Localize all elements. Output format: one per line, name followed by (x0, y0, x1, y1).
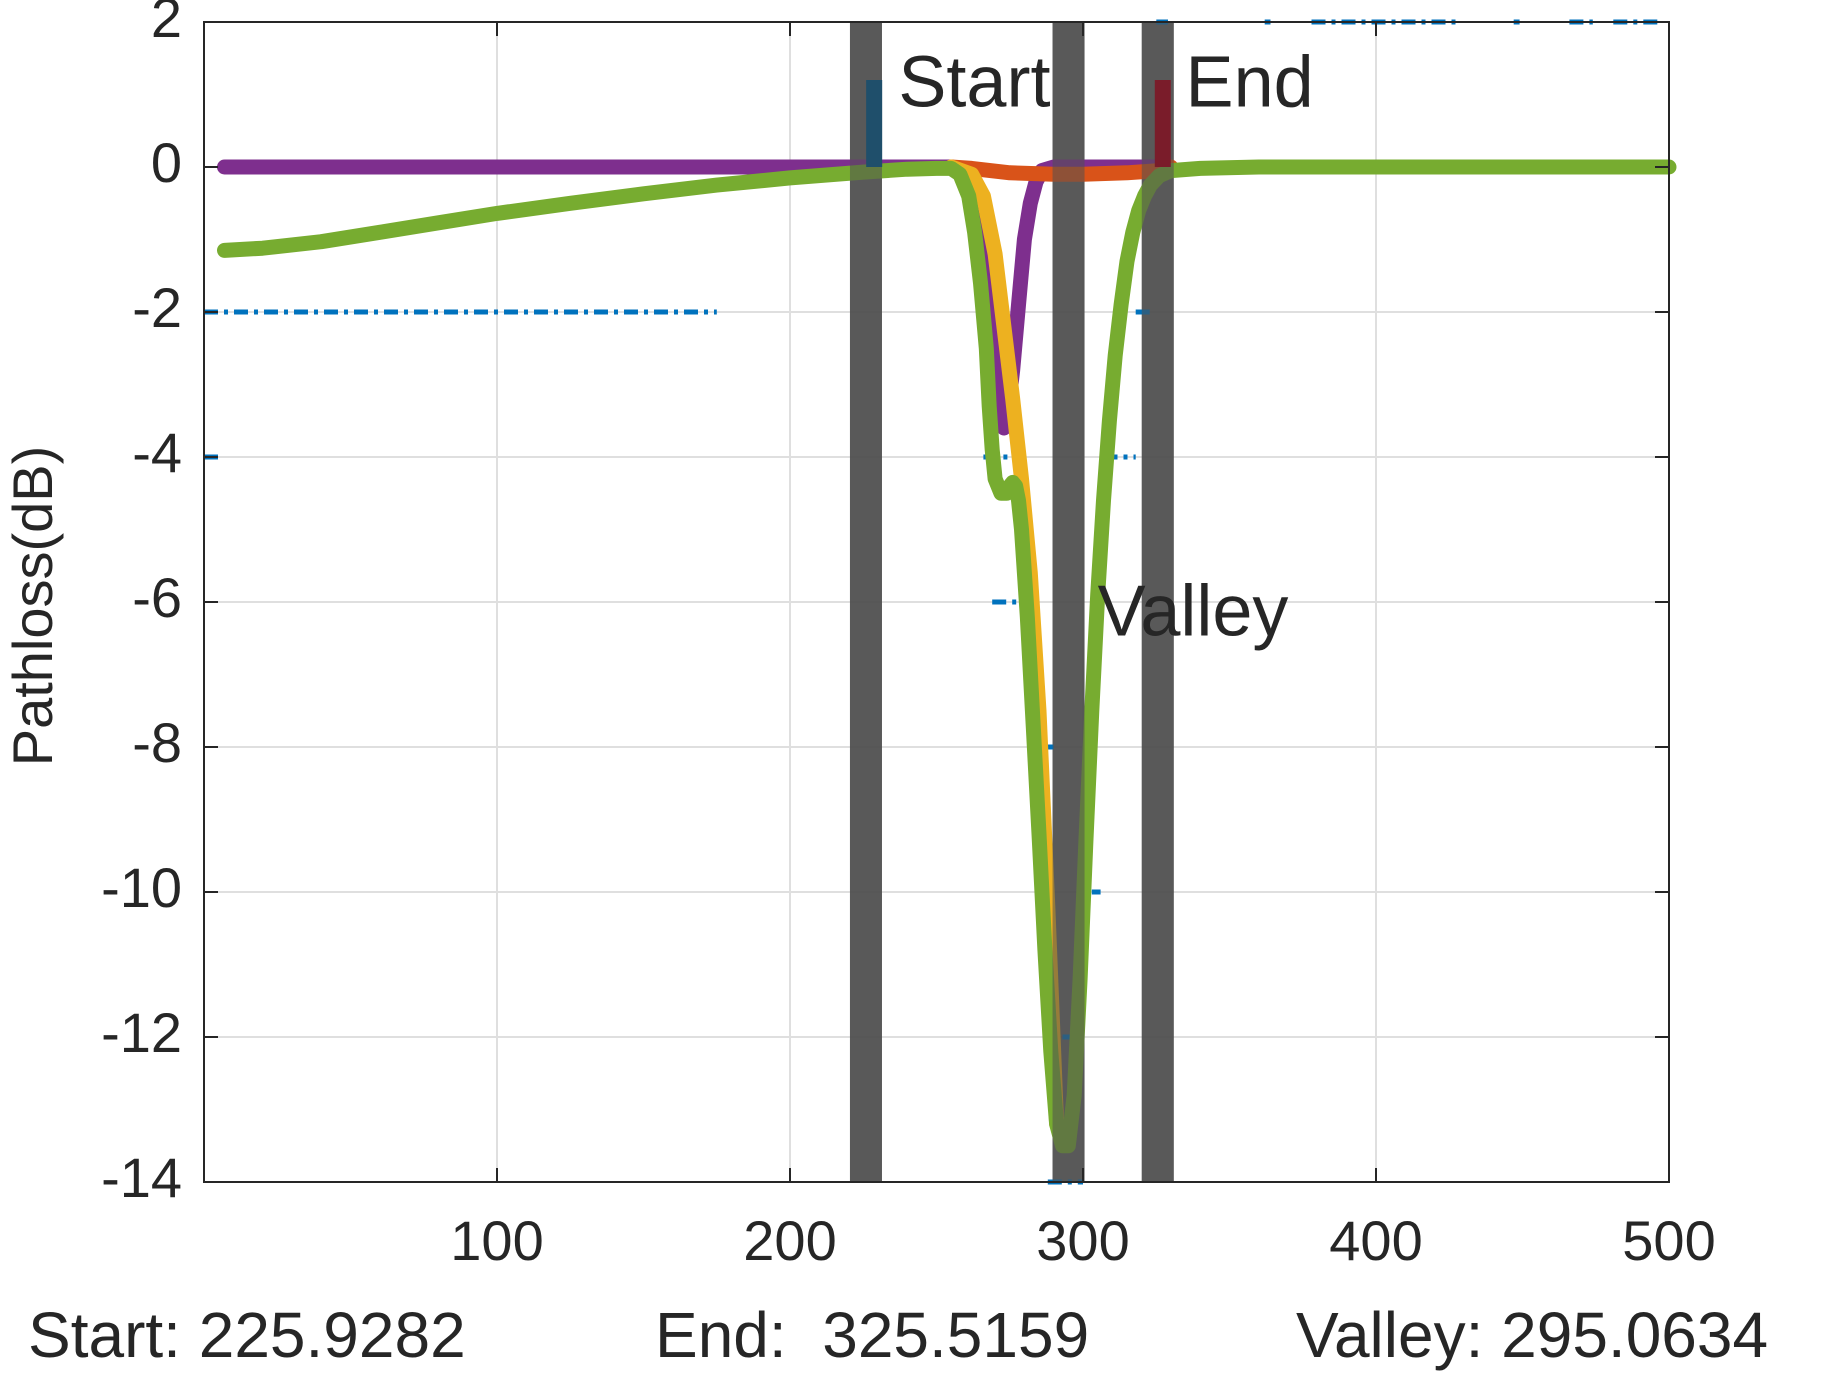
end-marker-overlay (1141, 22, 1174, 1182)
green-series-line (217, 159, 1677, 1154)
y-tick-label: -8 (132, 711, 182, 774)
y-tick-label: -12 (101, 1001, 182, 1064)
grid (204, 22, 1669, 1182)
y-tick-label: -10 (101, 856, 182, 919)
end-flag (1154, 80, 1171, 167)
axes-box (203, 21, 1670, 1183)
end-readout: End: 325.5159 (655, 1299, 1090, 1371)
start-flag (866, 80, 883, 167)
x-tick-label: 300 (1036, 1209, 1129, 1272)
annotations: Start End Valley (866, 42, 1314, 652)
x-tick-label: 400 (1329, 1209, 1422, 1272)
y-tick-label: 0 (151, 131, 182, 194)
y-tick-label: -2 (132, 276, 182, 339)
x-tick-label: 200 (743, 1209, 836, 1272)
tick-labels: 100 200 300 400 500 2 0 -2 -4 -6 -8 -10 -12 -14 (101, 0, 1716, 1272)
valley-readout: Valley: 295.0634 (1296, 1299, 1769, 1371)
y-tick-label: -14 (101, 1146, 182, 1209)
y-tick-label: -6 (132, 566, 182, 629)
x-tick-label: 500 (1622, 1209, 1715, 1272)
y-tick-label: -4 (132, 421, 182, 484)
y-axis-label: Pathloss(dB) (1, 446, 64, 767)
start-marker-overlay (849, 22, 882, 1182)
end-annotation: End (1186, 42, 1314, 122)
y-tick-label: 2 (151, 0, 182, 49)
start-readout: Start: 225.9282 (28, 1299, 466, 1371)
start-annotation: Start (898, 42, 1050, 122)
x-tick-label: 100 (450, 1209, 543, 1272)
valley-annotation: Valley (1098, 572, 1289, 652)
series-lines (204, 19, 1677, 1185)
valley-marker-overlay (1052, 22, 1085, 1182)
